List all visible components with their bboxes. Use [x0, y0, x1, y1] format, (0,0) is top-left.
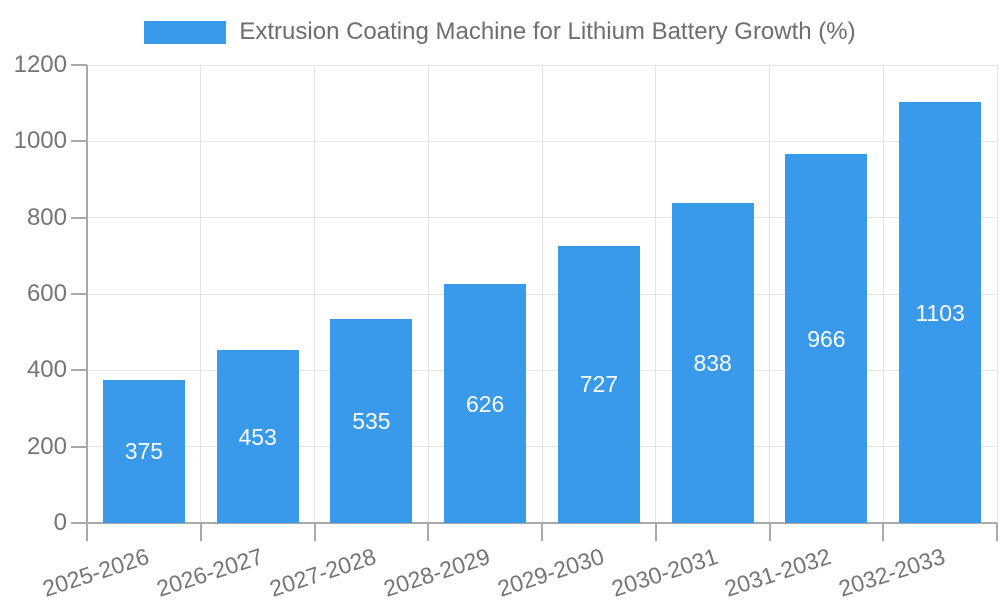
y-axis-tick — [71, 369, 87, 372]
gridline-vertical — [996, 65, 998, 523]
y-axis-label: 800 — [26, 203, 67, 231]
y-axis-tick — [71, 64, 87, 66]
bar[interactable] — [899, 102, 982, 523]
x-axis-label: 2031-2032 — [721, 543, 835, 600]
y-axis-tick — [71, 445, 87, 448]
x-axis-tick — [768, 523, 771, 541]
bar-value-label: 453 — [238, 423, 277, 450]
y-axis-label: 0 — [53, 509, 67, 536]
bar-value-label: 838 — [693, 350, 732, 377]
legend-label: Extrusion Coating Machine for Lithium Ba… — [239, 18, 856, 45]
x-axis-label: 2025-2026 — [39, 543, 152, 600]
bar-value-label: 966 — [807, 325, 846, 352]
bar[interactable] — [785, 154, 868, 523]
gridline-vertical — [427, 65, 429, 523]
gridline-vertical — [314, 65, 315, 523]
x-axis-label: 2026-2027 — [153, 543, 266, 600]
bar[interactable] — [444, 284, 527, 523]
y-axis-line — [86, 65, 88, 541]
bar[interactable] — [216, 350, 299, 523]
x-axis-tick — [541, 523, 543, 541]
y-axis-tick — [71, 140, 87, 143]
legend[interactable]: Extrusion Coating Machine for Lithium Ba… — [0, 20, 1000, 44]
gridline-vertical — [769, 65, 770, 523]
x-axis-tick — [313, 523, 316, 541]
bar-value-label: 375 — [124, 438, 164, 465]
y-axis-label: 1000 — [13, 127, 67, 155]
y-axis-tick — [71, 216, 87, 219]
x-axis-tick — [199, 523, 202, 541]
gridline-vertical — [882, 65, 884, 523]
x-axis-label: 2032-2033 — [835, 543, 949, 600]
x-axis-line — [87, 522, 997, 524]
x-axis-label: 2030-2031 — [608, 543, 721, 600]
bar-value-label: 626 — [465, 390, 505, 417]
bar-value-label: 727 — [579, 371, 619, 398]
legend-swatch — [144, 20, 227, 44]
y-axis-label: 200 — [26, 432, 67, 460]
y-axis-tick — [71, 522, 87, 524]
y-axis-label: 1200 — [13, 51, 67, 78]
bar-value-label: 1103 — [915, 299, 965, 326]
bar-value-label: 535 — [352, 407, 391, 434]
gridline-vertical — [655, 65, 657, 523]
x-axis-tick — [882, 523, 885, 541]
bar[interactable] — [330, 318, 413, 523]
x-axis-label: 2029-2030 — [494, 543, 607, 600]
x-axis-tick — [427, 523, 430, 541]
x-axis-label: 2028-2029 — [380, 543, 494, 600]
bar[interactable] — [102, 379, 185, 523]
x-axis-tick — [654, 523, 657, 541]
x-axis-tick — [996, 523, 998, 541]
x-axis-label: 2027-2028 — [266, 543, 380, 600]
y-axis-label: 400 — [26, 356, 67, 384]
y-axis-tick — [71, 293, 87, 295]
y-axis-label: 600 — [26, 280, 67, 307]
gridline-vertical — [200, 65, 202, 523]
bar[interactable] — [557, 245, 640, 523]
bar[interactable] — [671, 203, 754, 523]
gridline-vertical — [541, 65, 543, 523]
